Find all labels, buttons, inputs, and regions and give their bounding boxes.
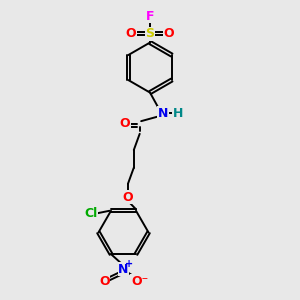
Text: Cl: Cl xyxy=(85,207,98,220)
Text: H: H xyxy=(173,107,183,120)
Text: O: O xyxy=(99,274,110,287)
Text: S: S xyxy=(146,27,154,40)
Text: O: O xyxy=(164,27,175,40)
Text: N: N xyxy=(118,263,129,276)
Text: O: O xyxy=(120,117,130,130)
Text: N: N xyxy=(158,107,168,120)
Text: O⁻: O⁻ xyxy=(131,274,148,287)
Text: +: + xyxy=(125,259,133,269)
Text: O: O xyxy=(123,190,133,204)
Text: F: F xyxy=(146,10,154,22)
Text: O: O xyxy=(125,27,136,40)
